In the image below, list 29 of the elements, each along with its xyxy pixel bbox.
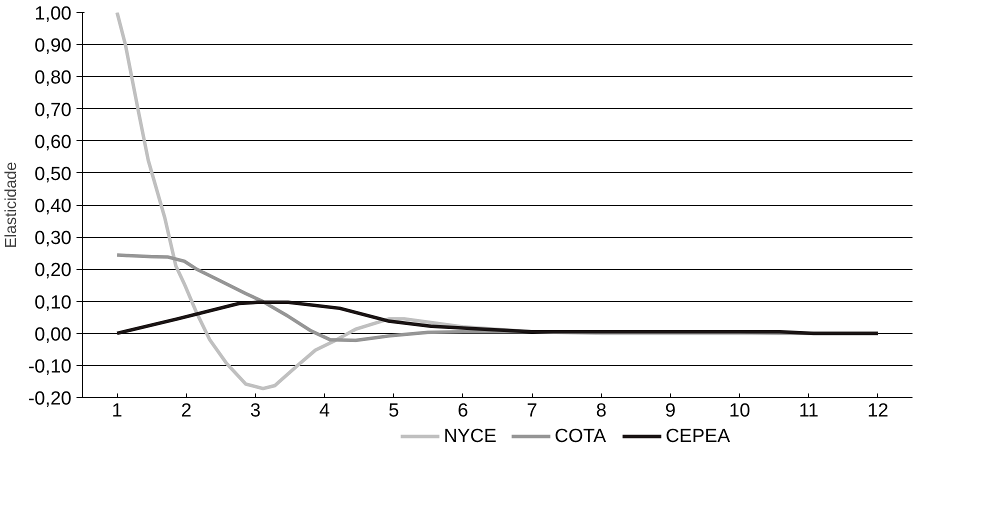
x-tick-label: 1 [112, 400, 122, 422]
x-tick-label: 8 [596, 400, 607, 422]
y-tick-label: 0,80 [34, 68, 72, 89]
y-tick-label: 0,30 [34, 228, 72, 250]
x-tick-label: 11 [798, 400, 819, 422]
y-tick-label: 0,60 [34, 132, 72, 153]
x-tick-label: 10 [729, 400, 750, 422]
legend-label: COTA [554, 426, 606, 447]
y-tick-label: 0,70 [34, 100, 72, 121]
y-tick-label: 1,00 [34, 4, 72, 24]
y-tick-label: -0,20 [28, 388, 72, 410]
legend-label: NYCE [444, 426, 496, 447]
y-tick-label: 0,20 [34, 260, 72, 282]
x-tick-label: 9 [665, 400, 676, 422]
x-tick-label: 4 [319, 400, 330, 422]
x-tick-label: 6 [458, 400, 468, 422]
y-tick-label: 0,40 [34, 196, 72, 217]
x-tick-label: 7 [526, 400, 538, 422]
y-tick-label: -0,10 [28, 356, 72, 378]
y-tick-label: 0,00 [34, 324, 72, 346]
x-tick-label: 12 [867, 400, 888, 422]
y-tick-label: 0,90 [34, 36, 72, 57]
y-tick-label: 0,10 [34, 292, 72, 314]
y-axis-title: Elasticidade [3, 162, 20, 248]
x-tick-label: 5 [388, 400, 400, 422]
x-tick-label: 2 [180, 400, 192, 422]
x-tick-label: 3 [250, 400, 261, 422]
legend-label: CEPEA [666, 426, 730, 447]
y-tick-label: 0,50 [34, 164, 72, 185]
